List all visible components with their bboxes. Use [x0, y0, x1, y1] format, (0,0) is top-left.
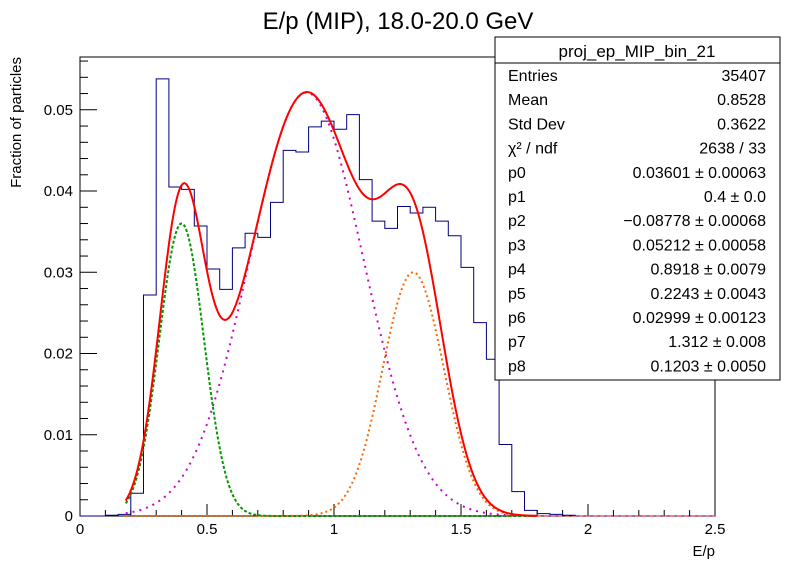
stats-row-value: 0.4 ± 0.0 [704, 189, 766, 206]
chart-title: E/p (MIP), 18.0-20.0 GeV [263, 8, 534, 35]
stats-rows: Entries 35407 Mean 0.8528 Std Dev 0.3622 χ² / … [508, 68, 766, 375]
stats-row-label: p3 [508, 237, 526, 254]
fit-gaussian-3-curve [125, 271, 538, 517]
stats-row-label: p1 [508, 189, 526, 206]
stats-box: proj_ep_MIP_bin_21 Entries 35407 Mean 0.852… [494, 36, 781, 381]
stats-row-label: p0 [508, 165, 526, 182]
stats-row-value: 0.1203 ± 0.0050 [650, 358, 766, 375]
stats-row-value: −0.08778 ± 0.00068 [623, 213, 766, 230]
x-axis: 0 0.5 1 1.5 2 2.5 [76, 504, 726, 538]
stats-row-label: p5 [508, 286, 526, 303]
stats-row-value: 0.8918 ± 0.0079 [650, 262, 766, 279]
y-tick-label: 0 [65, 508, 73, 525]
stats-row-label: p8 [508, 358, 526, 375]
fit-gaussian-2-curve [125, 91, 538, 517]
stats-row-label: p6 [508, 310, 526, 327]
y-tick-label: 0.02 [44, 346, 73, 363]
stats-row-value: 0.03601 ± 0.00063 [633, 165, 766, 182]
x-tick-label: 1 [330, 521, 338, 538]
stats-row-label: Entries [508, 68, 558, 85]
stats-row-label: Mean [508, 92, 548, 109]
stats-row-value: 0.3622 [717, 116, 766, 133]
stats-row-value: 35407 [722, 68, 767, 85]
x-tick-label: 1.5 [451, 521, 472, 538]
x-tick-label: 0.5 [197, 521, 218, 538]
stats-row-label: p4 [508, 262, 526, 279]
y-axis-title: Fraction of particles [8, 57, 25, 188]
y-tick-label: 0.01 [44, 427, 73, 444]
x-axis-title: E/p [692, 543, 715, 560]
series-layer [80, 78, 715, 517]
stats-row-label: χ² / ndf [508, 141, 558, 158]
stats-row-value: 1.312 ± 0.008 [668, 334, 766, 351]
stats-box-name: proj_ep_MIP_bin_21 [559, 42, 716, 61]
stats-row-value: 0.02999 ± 0.00123 [633, 310, 766, 327]
y-tick-label: 0.04 [44, 183, 73, 200]
stats-box-frame [494, 36, 781, 381]
x-tick-label: 2.5 [705, 521, 726, 538]
stats-row-value: 0.2243 ± 0.0043 [650, 286, 766, 303]
x-tick-label: 2 [584, 521, 592, 538]
stats-row-label: p7 [508, 334, 526, 351]
y-tick-label: 0.05 [44, 102, 73, 119]
y-tick-label: 0.03 [44, 264, 73, 281]
x-tick-label: 0 [76, 521, 84, 538]
histogram-series [80, 78, 715, 517]
fit-total-curve [124, 91, 538, 517]
fit-gaussian-1-curve [124, 222, 538, 517]
stats-row-value: 0.8528 [717, 92, 766, 109]
stats-row-value: 2638 / 33 [699, 141, 766, 158]
stats-row-label: p2 [508, 213, 526, 230]
stats-row-value: 0.05212 ± 0.00058 [633, 237, 766, 254]
stats-row-label: Std Dev [508, 116, 565, 133]
y-axis: 0 0.01 0.02 0.03 0.04 0.05 [44, 60, 97, 525]
